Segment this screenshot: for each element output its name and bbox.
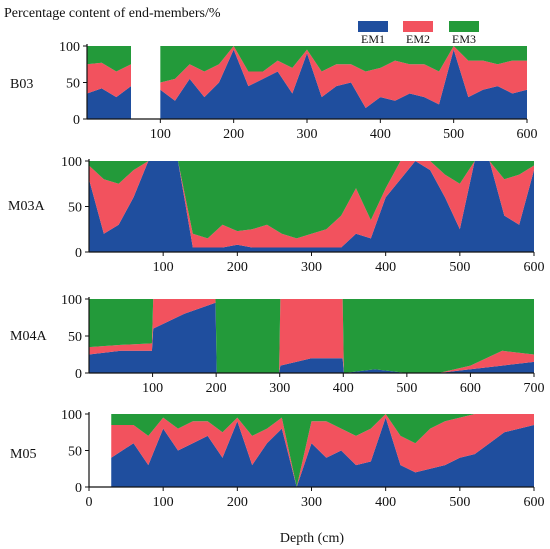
- area-m04a-em3-seg0: [89, 299, 534, 373]
- stacked-areas-m04a: [89, 299, 534, 373]
- y-tick-label-b03-100: 100: [59, 40, 80, 55]
- y-tick-label-m03a-0: 0: [75, 246, 82, 261]
- panel-m03a: 0 50 100 100 200 300 400 500 600 M03A: [8, 155, 545, 275]
- x-tick-label-b03-100: 100: [150, 127, 171, 142]
- y-tick-label-b03-50: 50: [66, 77, 80, 92]
- area-m04a-em2-seg0: [89, 299, 534, 373]
- x-tick-label-m04a-300: 300: [269, 381, 290, 396]
- x-tick-label-m03a-500: 500: [449, 260, 470, 275]
- y-tick-label-m04a-0: 0: [75, 367, 82, 382]
- legend-swatch-em3: [449, 21, 479, 32]
- y-tick-label-m03a-50: 50: [68, 201, 82, 216]
- x-tick-label-m03a-200: 200: [227, 260, 248, 275]
- area-b03-em3-seg0: [87, 46, 131, 72]
- x-tick-label-m05-0: 0: [86, 495, 93, 510]
- area-b03-em1-seg1: [160, 49, 527, 119]
- legend-label-em3: EM3: [452, 32, 476, 46]
- x-tick-label-m05-400: 400: [375, 495, 396, 510]
- y-tick-label-b03-0: 0: [73, 113, 80, 128]
- panel-label-m05: M05: [10, 447, 36, 462]
- x-tick-label-b03-500: 500: [443, 127, 464, 142]
- x-tick-label-m03a-300: 300: [301, 260, 322, 275]
- area-m05-em3-seg0: [111, 414, 534, 487]
- x-tick-label-m05-100: 100: [153, 495, 174, 510]
- x-tick-label-m03a-600: 600: [524, 260, 545, 275]
- x-tick-label-m04a-500: 500: [396, 381, 417, 396]
- x-tick-label-m05-200: 200: [227, 495, 248, 510]
- x-tick-label-b03-400: 400: [370, 127, 391, 142]
- area-b03-em2-seg0: [87, 62, 131, 98]
- x-tick-label-m04a-400: 400: [333, 381, 354, 396]
- y-tick-label-m05-50: 50: [68, 445, 82, 460]
- legend: EM1 EM2 EM3: [358, 21, 479, 46]
- area-b03-em2-seg1: [160, 46, 527, 109]
- x-tick-label-b03-600: 600: [517, 127, 538, 142]
- panel-m05: 0 50 100 0 100 200 300 400 500 600 M05: [10, 408, 545, 510]
- area-m05-em1-seg0: [111, 417, 534, 487]
- legend-swatch-em2: [403, 21, 433, 32]
- legend-label-em1: EM1: [361, 32, 385, 46]
- area-b03-em3-seg1: [160, 46, 527, 83]
- x-tick-label-m03a-400: 400: [375, 260, 396, 275]
- panel-label-m04a: M04A: [10, 329, 47, 344]
- y-tick-label-m05-0: 0: [75, 481, 82, 496]
- x-tick-label-m03a-100: 100: [153, 260, 174, 275]
- panel-label-b03: B03: [10, 77, 33, 92]
- y-tick-label-m03a-100: 100: [61, 155, 82, 170]
- figure-x-label: Depth (cm): [280, 531, 344, 546]
- figure-y-label: Percentage content of end-members/%: [4, 6, 221, 21]
- panel-m04a: 0 50 100 100 200 300 400 500 600 700 M04A: [10, 293, 545, 396]
- x-tick-label-m04a-700: 700: [524, 381, 545, 396]
- y-tick-label-m05-100: 100: [61, 408, 82, 423]
- panel-label-m03a: M03A: [8, 199, 45, 214]
- area-b03-em1-seg0: [87, 86, 131, 119]
- x-tick-label-m05-600: 600: [524, 495, 545, 510]
- y-tick-label-m04a-100: 100: [61, 293, 82, 308]
- area-m03a-em3-seg0: [89, 161, 534, 239]
- x-tick-label-b03-200: 200: [223, 127, 244, 142]
- x-tick-label-m04a-200: 200: [206, 381, 227, 396]
- x-tick-label-m04a-100: 100: [142, 381, 163, 396]
- legend-label-em2: EM2: [406, 32, 430, 46]
- area-m05-em2-seg0: [111, 414, 534, 487]
- x-tick-label-m05-300: 300: [301, 495, 322, 510]
- stacked-areas-b03: [87, 46, 527, 119]
- stacked-areas-m05: [111, 414, 534, 487]
- area-m04a-em1-seg0: [89, 302, 534, 373]
- panel-b03: 0 50 100 100 200 300 400 500 600 B03: [10, 40, 538, 142]
- x-tick-label-b03-300: 300: [297, 127, 318, 142]
- x-tick-label-m05-500: 500: [449, 495, 470, 510]
- x-tick-label-m04a-600: 600: [460, 381, 481, 396]
- legend-swatch-em1: [358, 21, 388, 32]
- stacked-areas-m03a: [89, 161, 534, 252]
- area-m03a-em1-seg0: [89, 161, 534, 252]
- y-tick-label-m04a-50: 50: [68, 330, 82, 345]
